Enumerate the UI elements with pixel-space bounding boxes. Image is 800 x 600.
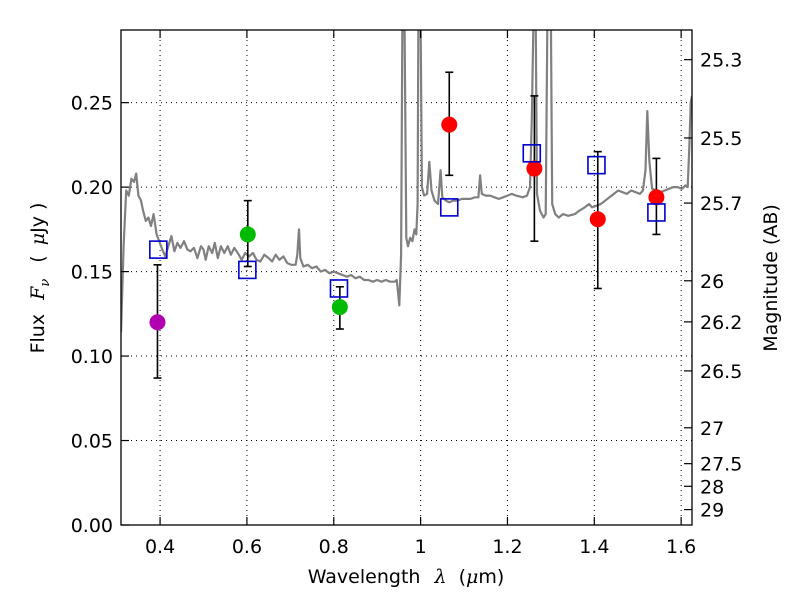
observed-point bbox=[526, 160, 543, 177]
plot-frame bbox=[120, 29, 693, 526]
mag-tick-label: 29 bbox=[700, 500, 724, 522]
y-tick-label: 0.25 bbox=[71, 93, 113, 115]
x-tick-label: 1.6 bbox=[666, 536, 696, 558]
x-tick-label: 1.2 bbox=[492, 536, 522, 558]
y-axis-label-unit-mu: μ bbox=[27, 233, 49, 245]
model-point bbox=[439, 198, 459, 217]
observed-point bbox=[441, 116, 458, 133]
y-axis-label: Flux Fν ( μJy ) bbox=[27, 203, 54, 354]
observed-points bbox=[149, 116, 665, 331]
x-tick-label: 0.8 bbox=[319, 536, 349, 558]
mag-tick-label: 26.2 bbox=[700, 312, 742, 334]
model-spectrum-line bbox=[121, 30, 692, 333]
y-axis-label-unit-rest: Jy ) bbox=[27, 203, 49, 234]
observed-point bbox=[149, 314, 166, 331]
axis-ticks: 0.4 0.6 0.8 1 1.2 1.4 1.6 0.00 0.05 0.10 0.15 0.20 0… bbox=[71, 30, 742, 558]
y-tick-label: 0.10 bbox=[71, 346, 113, 368]
model-point bbox=[522, 144, 542, 163]
model-point bbox=[587, 155, 606, 175]
mag-tick-label: 25.3 bbox=[700, 50, 742, 72]
model-points bbox=[149, 144, 666, 298]
y-axis-label-symbol: F bbox=[27, 286, 49, 301]
x-tick-label: 0.4 bbox=[145, 536, 175, 558]
mag-tick-label: 26 bbox=[700, 271, 724, 293]
y-tick-label: 0.05 bbox=[71, 431, 113, 453]
mag-tick-label: 25.7 bbox=[700, 193, 742, 215]
y-axis-label-subscript: ν bbox=[38, 279, 53, 287]
mag-tick-label: 28 bbox=[700, 476, 724, 498]
y2-axis-label: Magnitude (AB) bbox=[760, 204, 782, 352]
y-tick-label: 0.15 bbox=[71, 262, 113, 284]
mag-tick-label: 27 bbox=[700, 418, 724, 440]
mag-tick-label: 26.5 bbox=[700, 361, 742, 383]
x-axis-label: Wavelength λ (μm) bbox=[308, 566, 505, 588]
model-point bbox=[238, 260, 257, 280]
observed-point bbox=[331, 299, 348, 316]
observed-point bbox=[589, 211, 606, 228]
y-tick-label: 0.20 bbox=[71, 177, 113, 199]
mag-tick-label: 25.5 bbox=[700, 128, 742, 150]
model-spectrum-layer bbox=[121, 30, 692, 333]
model-point bbox=[149, 240, 168, 259]
observed-point bbox=[648, 189, 665, 206]
x-tick-label: 1.4 bbox=[579, 536, 609, 558]
x-tick-label: 0.6 bbox=[232, 536, 262, 558]
x-axis-label-unit-open: ( bbox=[459, 566, 466, 588]
model-point bbox=[647, 203, 666, 222]
x-axis-label-symbol: λ bbox=[433, 566, 446, 588]
grid bbox=[121, 30, 692, 526]
x-tick-label: 1 bbox=[415, 536, 427, 558]
model-point bbox=[329, 279, 349, 298]
y-axis-label-unit-open: ( bbox=[27, 255, 49, 262]
mag-tick-label: 27.5 bbox=[700, 454, 742, 476]
y-axis-label-text: Flux bbox=[27, 314, 49, 354]
x-axis-label-text: Wavelength bbox=[308, 566, 421, 588]
observed-point bbox=[239, 226, 256, 243]
x-axis-label-unit-rest: m) bbox=[478, 566, 504, 588]
x-axis-label-unit-mu: μ bbox=[466, 566, 478, 588]
y-tick-label: 0.00 bbox=[71, 515, 113, 537]
